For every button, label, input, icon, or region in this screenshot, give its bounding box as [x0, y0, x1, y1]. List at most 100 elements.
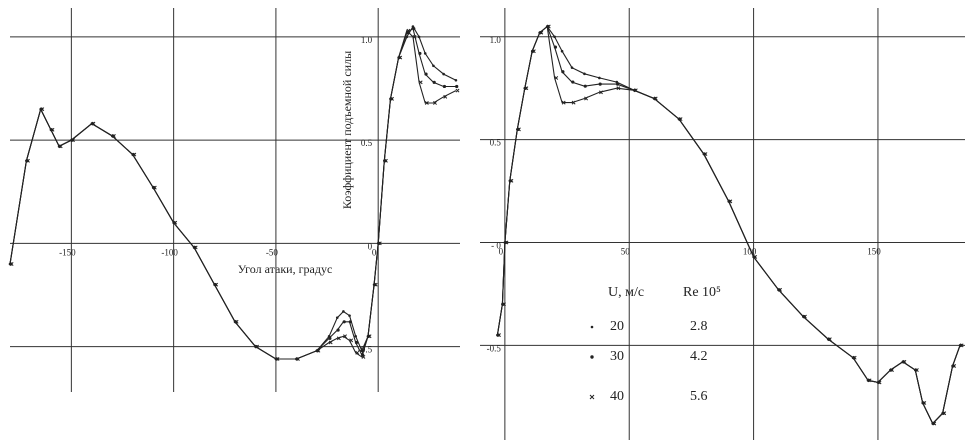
marker	[348, 314, 351, 317]
marker	[584, 96, 589, 101]
marker	[193, 245, 198, 250]
marker	[26, 158, 30, 163]
marker	[959, 343, 964, 348]
marker	[412, 27, 416, 31]
marker	[173, 220, 178, 225]
marker	[852, 355, 857, 360]
marker	[539, 30, 544, 35]
legend-label: 30	[610, 349, 624, 364]
marker	[342, 310, 345, 313]
marker	[255, 344, 260, 349]
marker	[58, 144, 63, 149]
marker	[516, 127, 521, 132]
x-tick-label: 0	[499, 247, 504, 257]
marker	[571, 100, 576, 105]
marker	[867, 378, 872, 383]
legend-marker	[590, 325, 594, 329]
marker	[455, 88, 460, 93]
curve	[496, 25, 961, 425]
legend-re: 2.8	[690, 319, 708, 334]
marker	[922, 401, 927, 405]
marker	[328, 340, 333, 345]
marker	[342, 320, 346, 324]
marker	[424, 72, 428, 76]
marker	[373, 282, 378, 287]
marker	[9, 262, 14, 266]
marker	[561, 70, 565, 74]
marker	[890, 368, 894, 373]
marker	[509, 178, 514, 183]
marker	[91, 121, 96, 126]
legend-label: 20	[610, 319, 624, 334]
marker	[354, 334, 357, 338]
marker	[553, 35, 556, 39]
marker	[111, 134, 116, 138]
marker	[348, 320, 352, 324]
marker	[454, 78, 458, 82]
marker	[40, 107, 45, 112]
marker	[355, 350, 360, 355]
curve	[496, 25, 961, 425]
marker	[152, 185, 157, 190]
marker	[442, 72, 445, 76]
marker	[583, 84, 587, 88]
marker	[497, 333, 501, 338]
marker	[423, 52, 427, 55]
x-tick-label: 0	[372, 247, 377, 257]
x-tick-label: -100	[161, 247, 178, 257]
curve	[9, 29, 457, 360]
marker	[343, 334, 347, 339]
marker	[598, 76, 601, 80]
marker	[328, 336, 332, 340]
marker	[214, 282, 219, 287]
marker	[802, 314, 807, 319]
y-tick-label: -0.5	[487, 343, 502, 353]
marker	[615, 82, 620, 86]
marker	[455, 84, 459, 89]
marker	[902, 359, 907, 364]
x-tick-label: -150	[59, 247, 76, 257]
curve	[9, 25, 457, 360]
x-axis-label: Угол атаки, градус	[238, 262, 333, 276]
marker	[418, 80, 423, 85]
x-tick-label: 50	[621, 247, 631, 257]
marker	[583, 72, 586, 76]
curve	[9, 27, 456, 360]
marker	[504, 240, 509, 245]
y-tick-label: 0.5	[490, 138, 502, 148]
curve	[496, 25, 961, 425]
marker	[398, 55, 403, 60]
marker	[418, 51, 422, 56]
y-tick-label: 1.0	[490, 35, 502, 45]
legend-re: 4.2	[690, 349, 708, 364]
marker	[367, 334, 372, 339]
legend-re: 5.6	[690, 389, 708, 404]
x-tick-label: -50	[266, 247, 278, 257]
marker	[433, 101, 437, 105]
marker	[952, 363, 957, 368]
marker	[524, 86, 529, 91]
marker	[653, 96, 658, 101]
marker	[932, 421, 937, 426]
y-axis-label: Коэффициент подъемной силы	[340, 51, 354, 209]
legend-marker	[589, 394, 595, 400]
marker	[703, 152, 708, 157]
marker	[383, 158, 388, 163]
legend-header: U, м/с	[608, 285, 644, 300]
marker	[443, 94, 448, 99]
marker	[502, 302, 506, 307]
marker	[633, 88, 638, 93]
y-tick-label: - 0	[491, 241, 501, 251]
marker	[531, 49, 536, 54]
marker	[336, 336, 341, 341]
marker	[599, 90, 603, 95]
marker	[560, 49, 564, 53]
marker	[234, 319, 239, 324]
marker	[424, 101, 429, 105]
marker	[432, 80, 436, 84]
marker	[778, 287, 783, 292]
marker	[877, 380, 882, 385]
marker	[390, 96, 395, 101]
marker	[616, 86, 621, 91]
